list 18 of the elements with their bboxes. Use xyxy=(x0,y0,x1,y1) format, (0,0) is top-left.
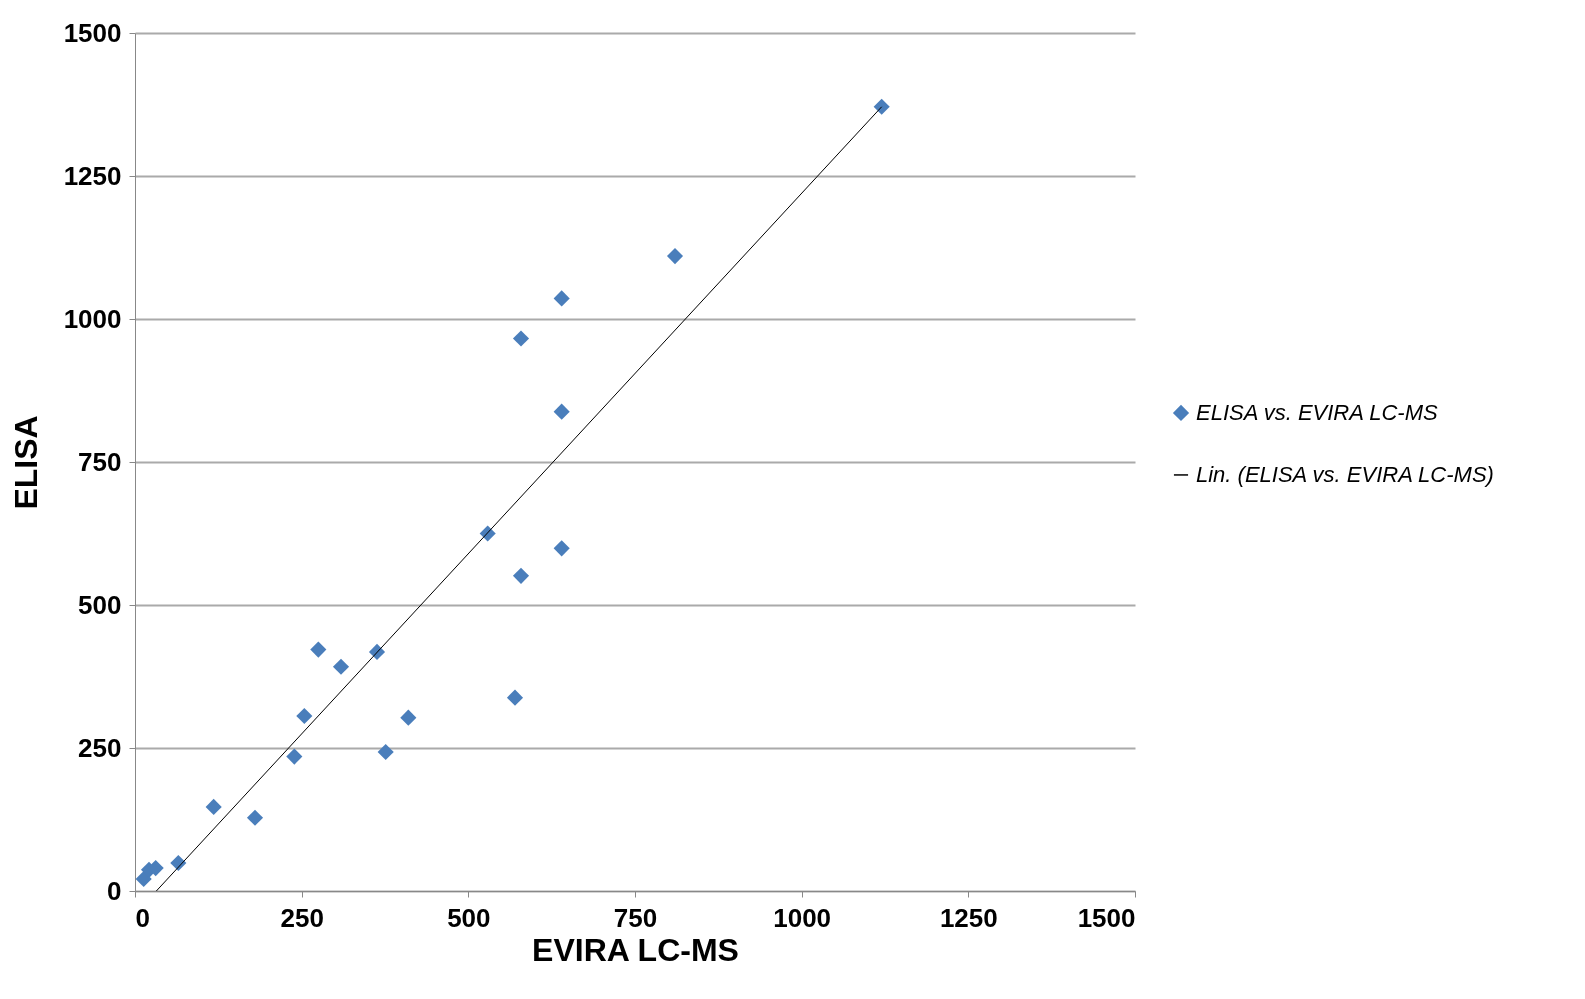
x-tick-label: 500 xyxy=(447,902,491,933)
y-tick-label: 250 xyxy=(78,732,122,763)
legend-label: Lin. (ELISA vs. EVIRA LC-MS) xyxy=(1196,461,1494,487)
x-tick-label: 250 xyxy=(280,902,324,933)
y-tick-label: 1000 xyxy=(63,303,122,334)
y-tick-label: 1500 xyxy=(63,17,122,48)
x-tick-label: 750 xyxy=(613,902,658,933)
y-tick-label: 750 xyxy=(78,446,122,477)
y-axis-title: ELISA xyxy=(7,415,44,510)
legend-label: ELISA vs. EVIRA LC-MS xyxy=(1196,399,1438,425)
y-tick-label: 1250 xyxy=(63,160,122,191)
x-tick-label: 1500 xyxy=(1077,902,1136,933)
x-tick-label: 1000 xyxy=(773,902,832,933)
y-tick-label: 500 xyxy=(78,589,122,620)
x-axis-title: EVIRA LC-MS xyxy=(532,931,739,968)
x-tick-label: 0 xyxy=(135,902,150,933)
y-tick-label: 0 xyxy=(107,875,122,906)
x-tick-label: 1250 xyxy=(939,902,998,933)
